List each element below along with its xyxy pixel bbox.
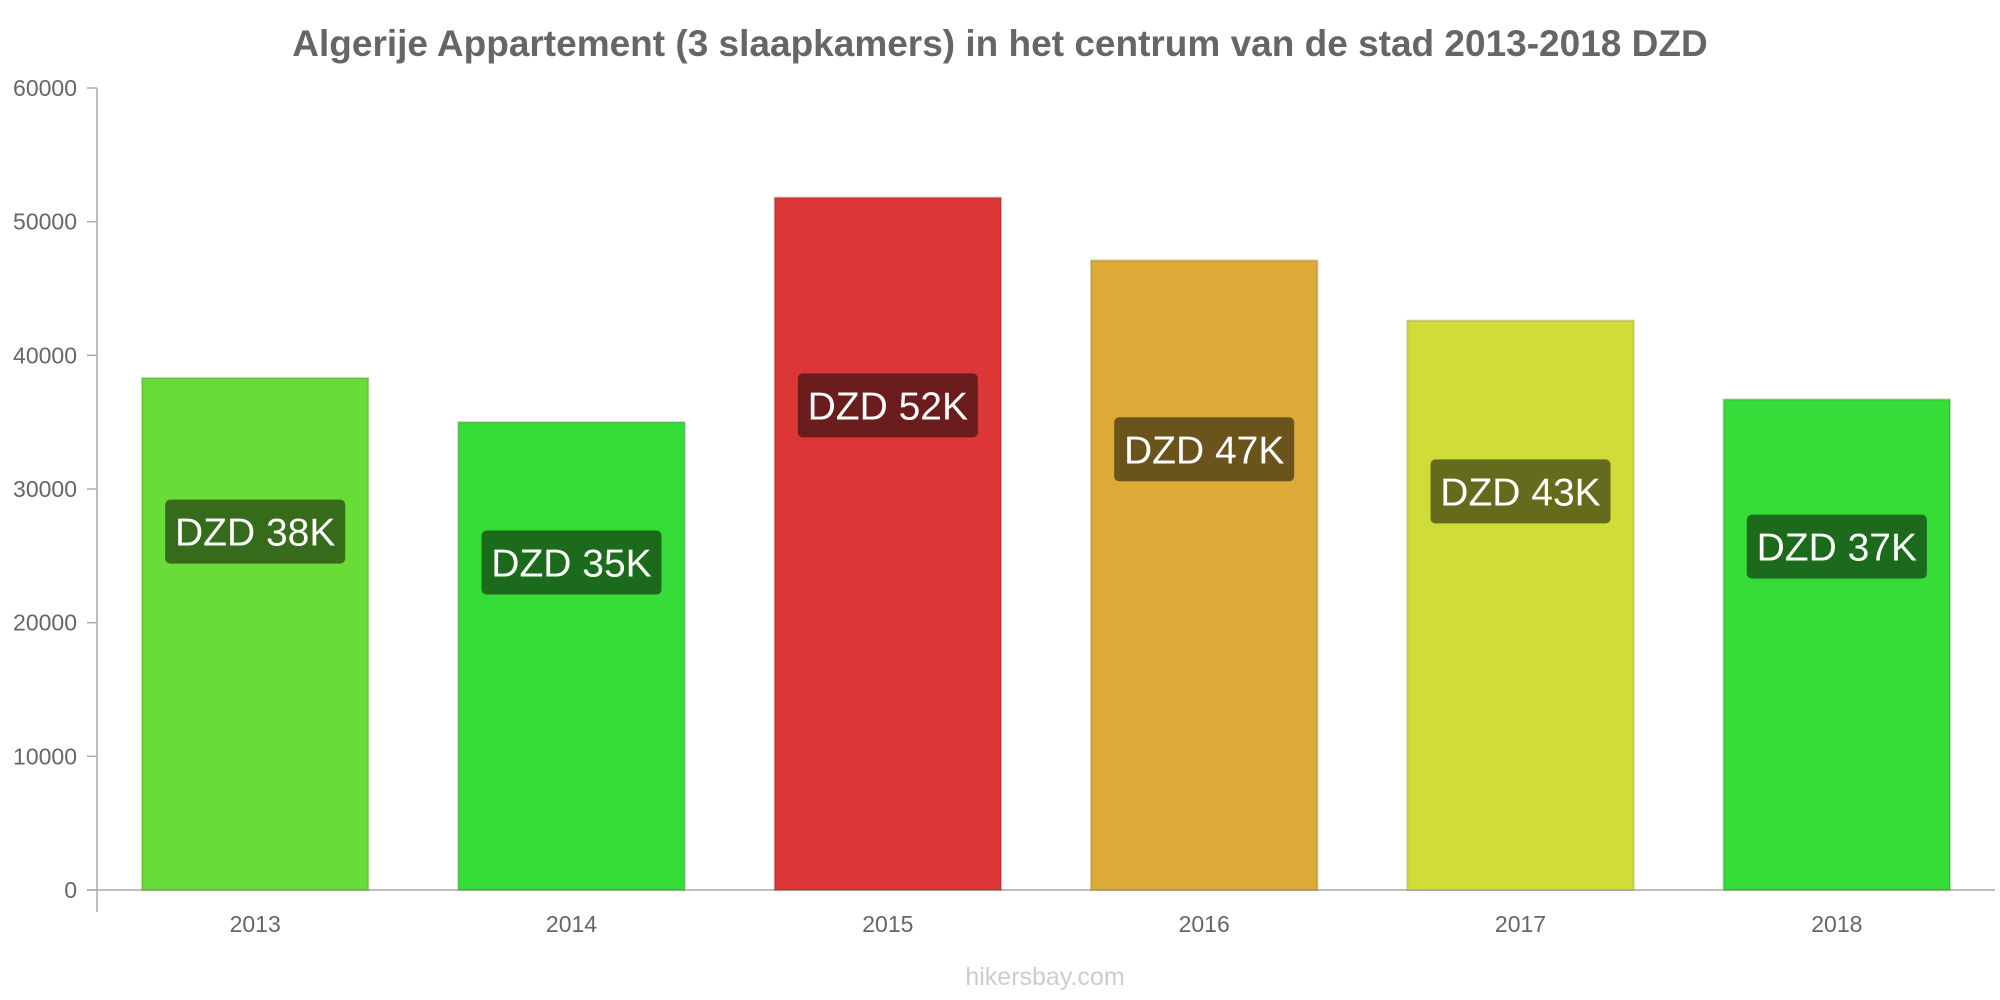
y-tick-label: 40000: [13, 342, 77, 368]
y-tick-label: 50000: [13, 209, 77, 235]
y-tick-label: 0: [64, 877, 77, 903]
bar-2013: [140, 377, 370, 891]
x-axis: 2013 2014 2015 2016 2017 2018: [87, 889, 1995, 937]
data-label: DZD 38K: [175, 512, 335, 555]
bar-2018: [1722, 398, 1952, 891]
data-label: DZD 52K: [808, 385, 968, 428]
watermark: hikersbay.com: [965, 963, 1124, 991]
data-labels-group: DZD 38K DZD 35K DZD 52K DZD 47K DZD 43K DZD 3…: [165, 373, 1927, 595]
y-tick-label: 60000: [13, 75, 77, 101]
data-label: DZD 43K: [1440, 471, 1600, 514]
data-label-box: [481, 530, 662, 595]
bar-2015: [773, 196, 1003, 891]
bar-2016: [1089, 259, 1319, 891]
x-tick-label: 2014: [546, 911, 597, 937]
y-tick-label: 20000: [13, 610, 77, 636]
y-tick-label: 10000: [13, 743, 77, 769]
bar-2014: [457, 421, 686, 891]
data-label: DZD 35K: [491, 543, 651, 586]
x-tick-label: 2015: [862, 911, 913, 937]
data-label: DZD 37K: [1757, 527, 1917, 570]
chart-title: Algerije Appartement (3 slaapkamers) in …: [292, 23, 1707, 64]
data-label-box: [1114, 417, 1295, 482]
bar-2017: [1406, 319, 1635, 891]
data-label-box: [797, 373, 978, 438]
x-tick-label: 2016: [1179, 911, 1230, 937]
data-label: DZD 47K: [1124, 429, 1284, 472]
x-tick-label: 2017: [1495, 911, 1546, 937]
x-tick-label: 2013: [230, 911, 281, 937]
y-tick-label: 30000: [13, 476, 77, 502]
data-label-box: [1746, 514, 1927, 579]
bars-group: [140, 196, 1952, 891]
y-axis: 0 10000 20000 30000 40000 50000 60000: [13, 75, 98, 912]
data-label-box: [1430, 459, 1611, 524]
x-tick-label: 2018: [1811, 911, 1862, 937]
data-label-box: [165, 499, 346, 564]
